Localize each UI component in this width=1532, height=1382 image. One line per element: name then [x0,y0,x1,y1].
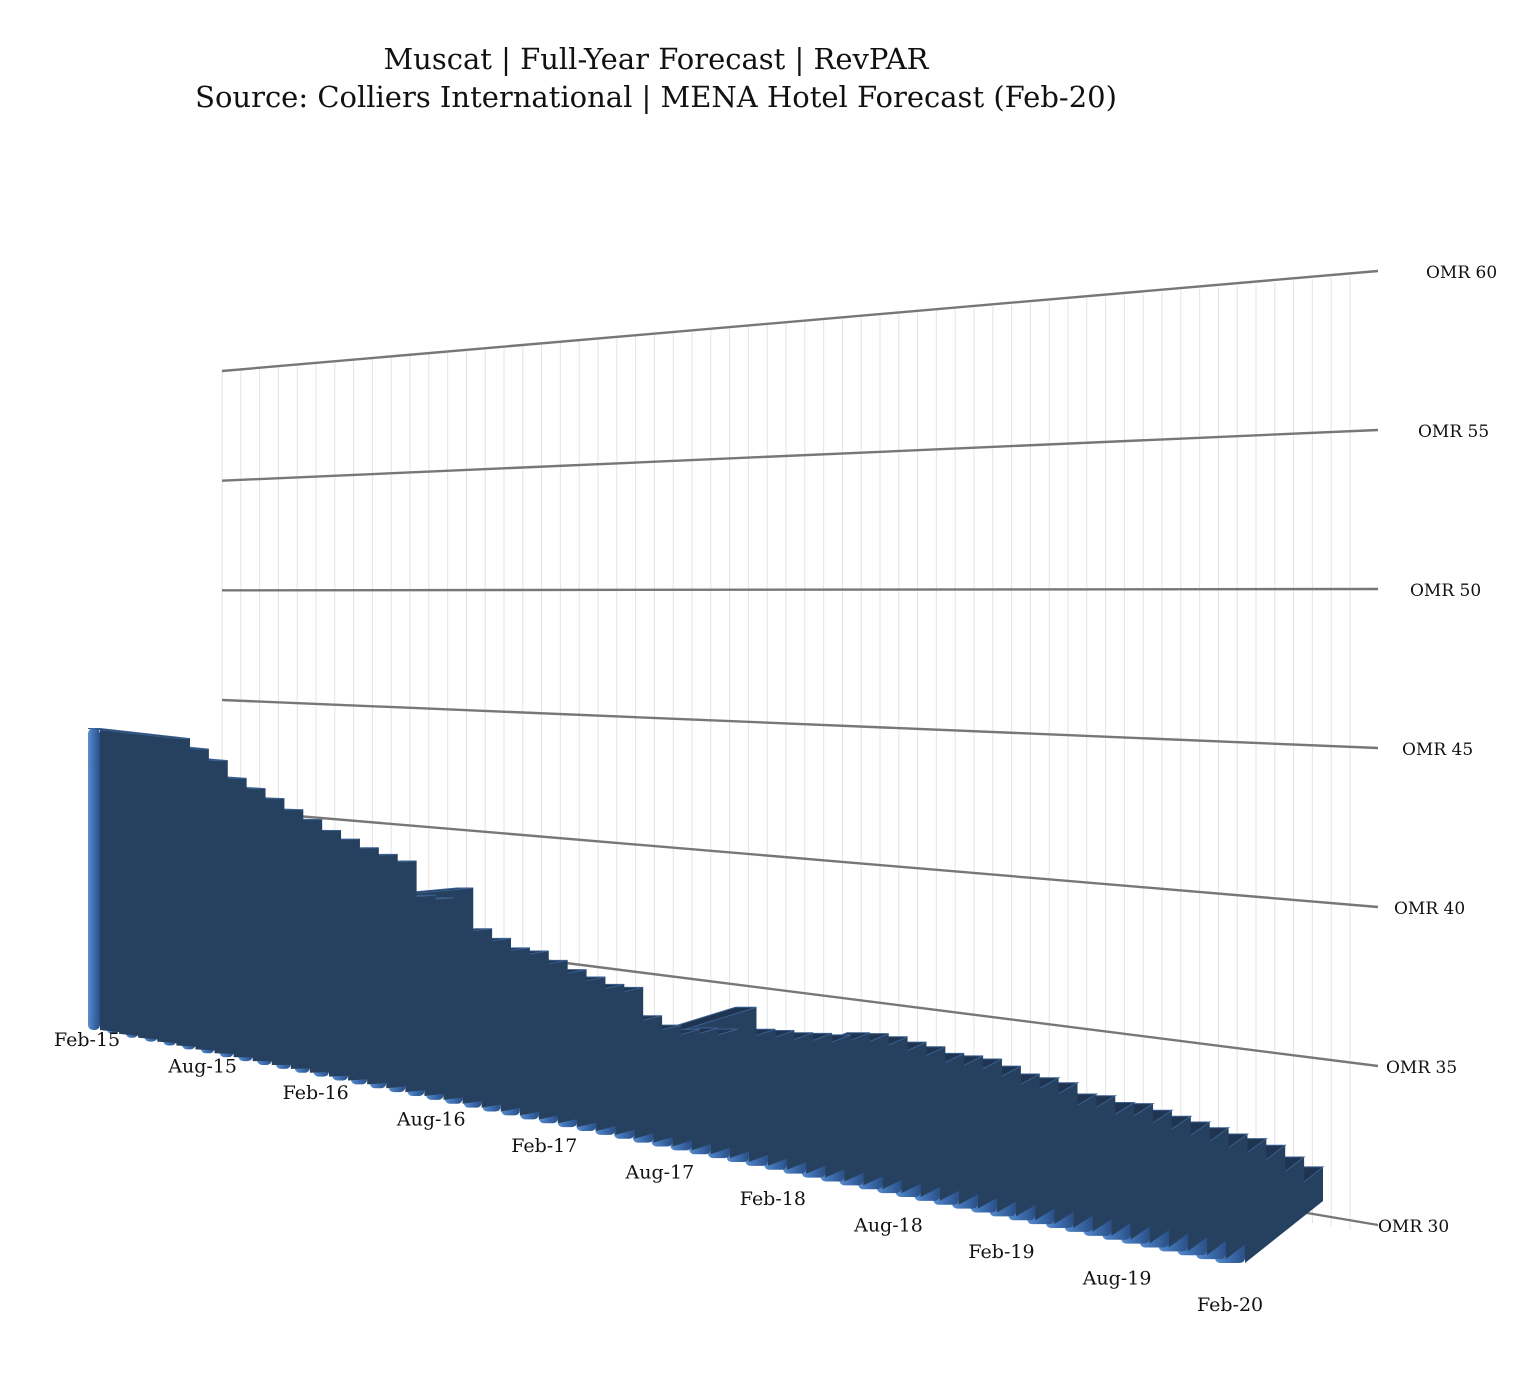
y-tick-label: OMR 50 [1410,581,1481,601]
bar-side-face [100,728,190,1040]
chart-title-block: Muscat | Full-Year Forecast | RevPAR Sou… [0,40,1312,116]
x-tick-label: Aug-18 [853,1215,923,1237]
x-tick-label: Aug-19 [1082,1268,1152,1290]
x-tick-label: Feb-17 [511,1135,577,1157]
value-gridline [221,587,1379,592]
x-tick-label: Feb-16 [283,1082,349,1104]
chart-subtitle: Source: Colliers International | MENA Ho… [195,80,1117,114]
value-gridline [221,808,1379,909]
bar-front-face [88,728,100,1030]
y-tick-label: OMR 30 [1378,1217,1449,1237]
value-axis-tick-labels: OMR 30 OMR 35 OMR 40 OMR 45 OMR 50 OMR 55 OMR … [1378,263,1497,1237]
y-tick-label: OMR 40 [1394,899,1465,919]
category-axis-tick-labels: Feb-15 Aug-15 Feb-16 Aug-16 Feb-17 Aug-17 Feb-… [54,1029,1263,1316]
x-tick-label: Aug-17 [625,1162,695,1184]
y-tick-label: OMR 60 [1426,263,1497,283]
value-gridline [221,269,1379,373]
value-gridline [221,698,1379,750]
bar-Feb-15 [87,728,191,1040]
x-tick-label: Feb-20 [1197,1294,1263,1316]
x-tick-label: Feb-19 [968,1241,1034,1263]
y-tick-label: OMR 35 [1386,1058,1457,1078]
x-tick-label: Aug-15 [167,1056,237,1078]
x-tick-label: Aug-16 [396,1109,466,1131]
chart-title: Muscat | Full-Year Forecast | RevPAR [383,42,929,76]
x-tick-label: Feb-18 [740,1188,806,1210]
y-tick-label: OMR 55 [1418,422,1489,442]
value-gridline [221,428,1379,482]
bar-top-face [87,728,191,740]
y-tick-label: OMR 45 [1402,740,1473,760]
x-tick-label: Feb-15 [54,1029,120,1051]
bar-series [87,728,1325,1263]
